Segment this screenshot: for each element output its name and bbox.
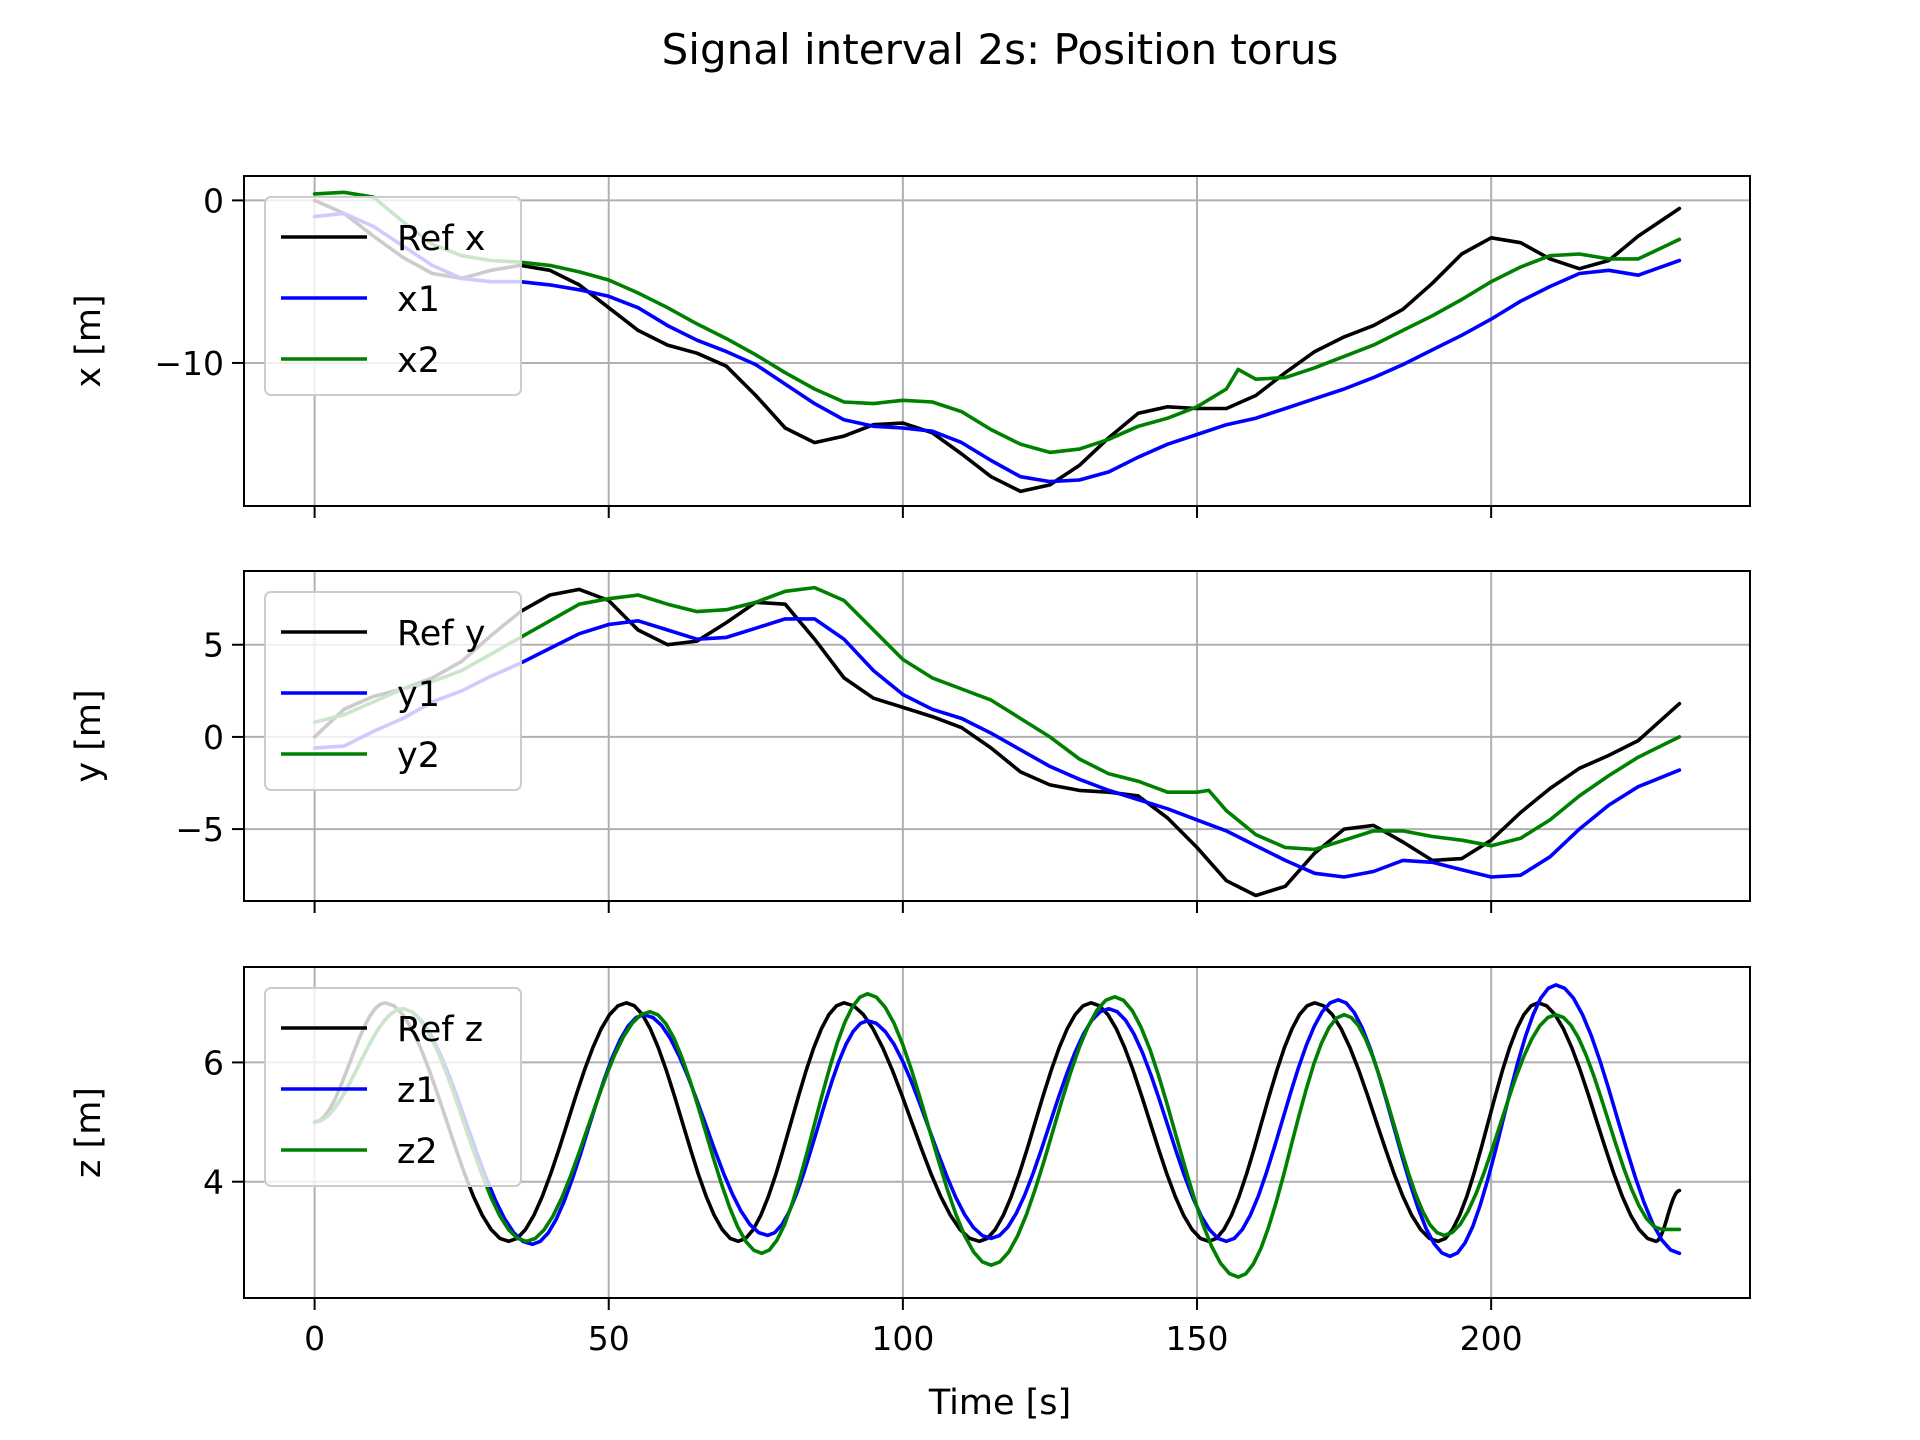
y-tick-label: 6 xyxy=(203,1043,224,1082)
legend-box xyxy=(264,987,522,1187)
legend-label: x2 xyxy=(397,341,440,381)
legend-box xyxy=(264,591,522,791)
subplot-3: 0 50 100 150 200 6 4 z [m] Ref z z1 z2 xyxy=(69,966,1751,1358)
series-line-ref-y xyxy=(312,587,1682,898)
y-tick-label: 0 xyxy=(203,181,224,220)
series-line-ref-x xyxy=(312,198,1682,494)
figure-title: Signal interval 2s: Position torus xyxy=(662,25,1339,74)
legend-box xyxy=(264,196,522,396)
y-tick-label: 4 xyxy=(203,1163,224,1202)
y-tick-label: −5 xyxy=(175,810,224,849)
series-line-x2 xyxy=(312,190,1682,455)
x-tick-label: 100 xyxy=(871,1319,934,1358)
legend-label: y1 xyxy=(397,675,440,715)
legend-label: Ref z xyxy=(397,1010,483,1050)
legend-label: z2 xyxy=(397,1132,438,1172)
series-line-y1 xyxy=(312,617,1682,879)
legend-label: z1 xyxy=(397,1071,438,1111)
series-line-y2 xyxy=(312,585,1682,852)
plot-frame xyxy=(243,175,1751,507)
series-line-x1 xyxy=(312,211,1682,484)
plot-frame xyxy=(243,966,1751,1299)
y-axis-label: z [m] xyxy=(69,1087,109,1178)
x-tick-label: 200 xyxy=(1460,1319,1523,1358)
subplot-2: 5 0 −5 y [m] Ref y y1 y2 xyxy=(69,570,1751,913)
x-tick-label: 0 xyxy=(304,1319,325,1358)
series-line-z1 xyxy=(312,983,1682,1259)
legend-label: x1 xyxy=(397,280,440,320)
x-axis-label: Time [s] xyxy=(928,1383,1071,1423)
y-tick-label: −10 xyxy=(154,344,224,383)
subplot-1: 0 −10 x [m] Ref x x1 x2 xyxy=(69,175,1751,518)
legend-label: Ref y xyxy=(397,614,485,654)
x-tick-label: 50 xyxy=(588,1319,630,1358)
y-axis-label: y [m] xyxy=(69,689,109,782)
series-line-ref-z xyxy=(312,1001,1682,1244)
y-tick-label: 5 xyxy=(203,626,224,665)
x-tick-label: 150 xyxy=(1166,1319,1229,1358)
y-axis-label: x [m] xyxy=(69,294,109,387)
series-line-z2 xyxy=(312,992,1682,1279)
legend-label: y2 xyxy=(397,736,440,776)
legend-label: Ref x xyxy=(397,219,485,259)
y-tick-label: 0 xyxy=(203,718,224,757)
